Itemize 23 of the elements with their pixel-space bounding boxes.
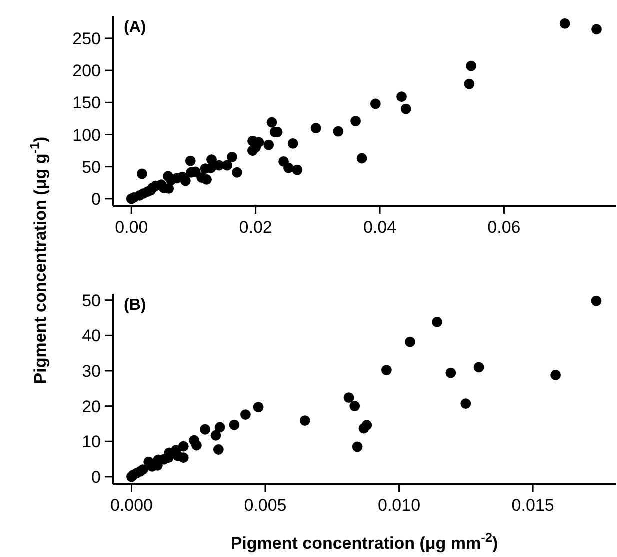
y-tick-label: 50 xyxy=(82,291,101,310)
x-tick-label: 0.005 xyxy=(244,496,287,515)
y-tick-label: 20 xyxy=(82,397,101,416)
x-tick-label: 0.04 xyxy=(363,218,397,237)
y-tick-label: 10 xyxy=(82,432,101,452)
y-tick-label: 40 xyxy=(82,326,101,346)
y-tick-label: 0 xyxy=(92,468,101,487)
y-tick-label: 50 xyxy=(82,158,101,177)
x-tick-label: 0.010 xyxy=(378,496,421,515)
chart-title: (A) xyxy=(124,19,146,36)
y-tick-label: 150 xyxy=(72,94,101,113)
y-tick-label: 100 xyxy=(72,126,101,145)
x-axis-title: Pigment concentration (μg mm$^{-2}$) xyxy=(230,530,498,553)
x-tick-label: 0.015 xyxy=(512,496,554,515)
x-tick-label: 0.02 xyxy=(239,218,272,237)
x-tick-label: 0.00 xyxy=(115,218,148,237)
x-tick-label: 0.000 xyxy=(110,496,153,515)
chart-title: (B) xyxy=(124,297,146,314)
y-tick-label: 200 xyxy=(72,62,101,81)
x-tick-label: 0.06 xyxy=(488,218,521,237)
y-tick-label: 0 xyxy=(92,190,101,209)
y-tick-label: 250 xyxy=(72,29,101,48)
y-tick-label: 30 xyxy=(82,362,101,381)
